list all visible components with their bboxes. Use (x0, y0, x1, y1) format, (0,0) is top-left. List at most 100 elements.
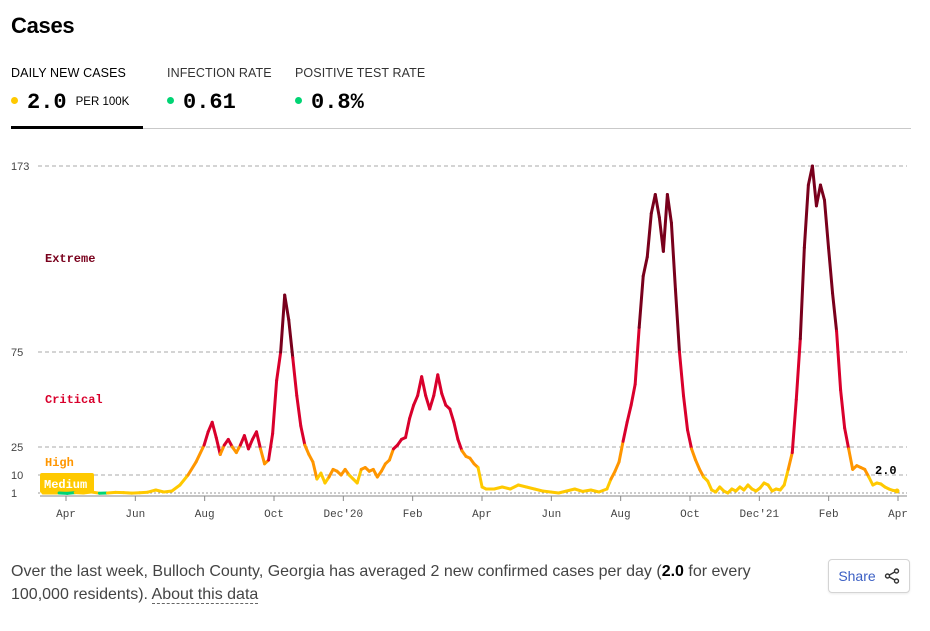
y-tick-label: 1 (11, 488, 17, 500)
series-segment (706, 479, 714, 492)
series-segment (299, 424, 307, 447)
metric-tabs: DAILY NEW CASES 2.0 PER 100K INFECTION R… (11, 66, 911, 129)
series-segment (790, 398, 798, 455)
series-segment (677, 350, 685, 398)
y-tick-label: 75 (11, 347, 23, 359)
y-tick-label: 173 (11, 161, 29, 173)
series-segment (810, 164, 818, 208)
series-segment (452, 420, 460, 441)
x-tick-label: Feb (403, 509, 423, 521)
series-segment (673, 287, 681, 354)
x-tick-label: Apr (888, 509, 908, 521)
series-segment (802, 183, 810, 250)
tab-positive-test-rate[interactable]: POSITIVE TEST RATE 0.8% (295, 66, 430, 128)
series-segment (637, 274, 645, 329)
share-icon (884, 568, 899, 584)
series-segment (665, 192, 673, 225)
series-segment (428, 394, 436, 411)
series-segment (798, 246, 806, 341)
series-segment (178, 473, 190, 487)
series-segment (303, 443, 311, 456)
series-segment (794, 337, 802, 401)
series-segment (387, 447, 395, 462)
series-segment (613, 460, 621, 473)
series-segment (629, 382, 637, 407)
x-tick-label: Feb (819, 509, 839, 521)
zone-badge (40, 473, 94, 493)
x-tick-label: Oct (680, 509, 700, 521)
series-segment (210, 420, 218, 439)
series-segment (271, 379, 279, 436)
zone-label-medium: Medium (44, 478, 87, 492)
series-segment (818, 183, 826, 202)
series-segment (291, 356, 299, 398)
summary-text-after: for every 100,000 residents). (11, 563, 751, 603)
series-segment (621, 420, 629, 443)
series-segment (686, 428, 694, 451)
series-segment (694, 458, 702, 471)
series-segment (653, 192, 661, 219)
tab-daily-new-cases[interactable]: DAILY NEW CASES 2.0 PER 100K (11, 66, 143, 129)
share-button[interactable]: Share (828, 559, 910, 593)
tab-unit: PER 100K (75, 96, 130, 108)
summary-text: Over the last week, Bulloch County, Geor… (11, 560, 781, 606)
series-segment (311, 460, 319, 481)
series-segment (246, 437, 254, 451)
series-segment (408, 403, 416, 420)
tab-infection-rate[interactable]: INFECTION RATE 0.61 (167, 66, 277, 128)
zone-label-high: High (45, 456, 74, 470)
series-segment (843, 426, 851, 451)
x-tick-label: Jun (541, 509, 561, 521)
x-tick-label: Apr (56, 509, 76, 521)
series-segment (669, 221, 677, 291)
x-tick-label: Apr (472, 509, 492, 521)
x-tick-label: Jun (125, 509, 145, 521)
series-segment (476, 466, 484, 489)
series-segment (275, 350, 283, 382)
summary-text-before: Over the last week, Bulloch County, Geor… (11, 563, 662, 580)
status-dot-icon (11, 97, 18, 104)
page-title: Cases (11, 13, 75, 38)
series-segment (827, 246, 835, 295)
y-tick-label: 25 (11, 442, 23, 454)
series-segment (186, 460, 198, 477)
series-segment (633, 325, 641, 386)
x-tick-label: Dec'21 (740, 509, 780, 521)
series-segment (404, 417, 412, 439)
x-tick-label: Aug (195, 509, 215, 521)
series-segment (202, 430, 210, 447)
x-tick-label: Oct (264, 509, 284, 521)
series-segment (440, 392, 448, 407)
series-segment (287, 318, 295, 360)
series-segment (847, 447, 855, 471)
summary-value: 2.0 (661, 563, 684, 580)
series-segment (835, 329, 843, 392)
series-segment (170, 483, 182, 493)
x-tick-label: Dec'20 (324, 509, 364, 521)
series-segment (814, 183, 822, 208)
series-segment (218, 443, 226, 456)
x-tick-label: Aug (611, 509, 631, 521)
cases-chart: 1 10 25 75 173 Medium High Critical Extreme Apr Ju… (11, 161, 908, 521)
series-segment (355, 467, 363, 485)
series-segment (267, 432, 275, 462)
tab-label: INFECTION RATE (167, 66, 272, 80)
tab-value: 0.61 (183, 90, 236, 115)
about-data-link[interactable]: About this data (151, 586, 259, 604)
series-segment (605, 477, 613, 491)
series-segment (436, 373, 444, 396)
series-segment (682, 394, 690, 432)
zone-label-critical: Critical (45, 393, 103, 407)
series-segment (782, 467, 790, 487)
series-segment (786, 451, 794, 471)
zone-label-extreme: Extreme (45, 252, 95, 266)
series-segment (259, 447, 267, 466)
series-segment (839, 388, 847, 430)
share-label: Share (838, 568, 876, 584)
series-segment (641, 255, 649, 278)
series-segment (617, 439, 625, 464)
series-segment (456, 437, 464, 453)
series-segment (279, 293, 287, 354)
series-segment (822, 198, 831, 250)
status-dot-icon (295, 97, 302, 104)
